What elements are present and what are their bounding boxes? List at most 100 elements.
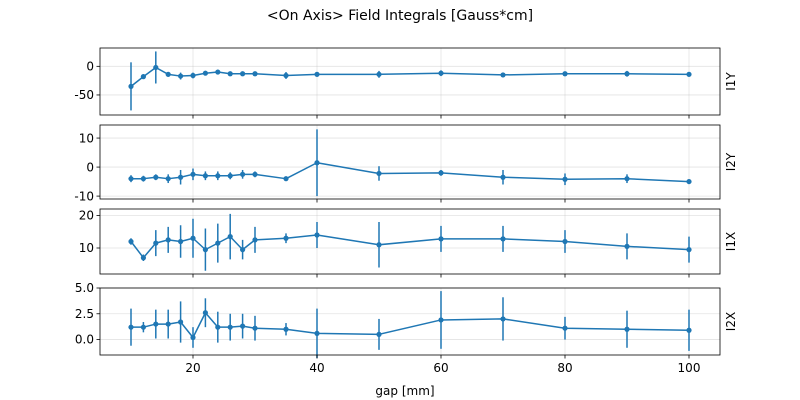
- data-point: [624, 326, 630, 332]
- data-point: [202, 247, 208, 253]
- data-point: [314, 160, 320, 166]
- data-point: [283, 72, 289, 79]
- x-axis-label: gap [mm]: [375, 384, 434, 398]
- data-point: [128, 176, 134, 182]
- data-point: [283, 326, 289, 332]
- data-point: [215, 173, 221, 179]
- data-point: [165, 321, 171, 327]
- data-point: [128, 324, 134, 330]
- data-point: [240, 71, 246, 77]
- data-point: [376, 331, 382, 337]
- data-point: [314, 71, 320, 77]
- x-tick-label: 80: [557, 361, 572, 375]
- data-point: [153, 64, 159, 71]
- chart-title: <On Axis> Field Integrals [Gauss*cm]: [267, 8, 533, 24]
- data-point: [283, 235, 289, 241]
- data-point: [215, 324, 221, 330]
- data-point: [376, 242, 382, 248]
- data-point: [240, 247, 246, 253]
- series-line: [131, 161, 690, 183]
- data-point: [376, 170, 382, 177]
- data-point: [438, 236, 444, 242]
- panel-i2y: 10 0 -10 I2Y: [74, 124, 738, 203]
- axes-frame: [99, 208, 721, 275]
- series-line: [130, 66, 690, 87]
- y-tick-label: -50: [74, 88, 94, 102]
- data-point: [500, 316, 506, 322]
- data-point: [500, 174, 506, 180]
- data-point: [140, 324, 146, 330]
- data-point: [624, 243, 630, 249]
- data-point: [438, 70, 444, 76]
- panel-label: I2Y: [724, 152, 738, 171]
- data-point: [178, 174, 184, 180]
- y-tick-label: 10: [79, 131, 94, 145]
- x-tick-label: 20: [185, 361, 200, 375]
- data-point: [562, 71, 568, 77]
- data-point: [227, 71, 233, 77]
- data-point: [252, 237, 258, 243]
- data-point: [686, 247, 692, 253]
- axes-frame: [99, 124, 721, 200]
- y-tick-label: 2.5: [75, 307, 94, 321]
- data-point: [190, 235, 196, 241]
- data-point: [215, 69, 221, 75]
- y-tick-label: 20: [79, 209, 94, 223]
- data-point: [202, 310, 208, 316]
- data-point: [140, 74, 146, 80]
- y-tick-label: -10: [74, 189, 94, 203]
- data-point: [686, 71, 692, 77]
- data-point: [227, 234, 233, 240]
- data-point: [562, 325, 568, 331]
- axes-frame: [99, 287, 721, 356]
- data-point: [215, 240, 221, 246]
- data-point: [438, 170, 444, 176]
- data-point: [562, 176, 568, 182]
- data-point: [252, 71, 258, 77]
- data-point: [283, 176, 289, 182]
- data-point: [165, 71, 171, 77]
- y-tick-label: 0: [86, 160, 94, 174]
- data-point: [140, 176, 146, 182]
- data-point: [165, 176, 171, 182]
- data-point: [500, 72, 506, 78]
- data-point: [128, 238, 134, 245]
- panel-label: I2X: [724, 312, 738, 331]
- series-line: [131, 311, 690, 339]
- data-point: [314, 330, 320, 336]
- panel-i1y: 0 -50 I1Y: [74, 47, 738, 119]
- x-tick-label: 100: [678, 361, 701, 375]
- data-point: [178, 319, 184, 325]
- data-point: [227, 173, 233, 179]
- data-point: [438, 317, 444, 323]
- data-point: [153, 174, 159, 180]
- panel-label: I1Y: [724, 72, 738, 91]
- data-point: [624, 71, 630, 77]
- data-point: [686, 178, 692, 185]
- data-point: [165, 237, 171, 243]
- data-point: [252, 325, 258, 331]
- y-tick-label: 0.0: [75, 333, 94, 347]
- y-tick-label: 5.0: [75, 281, 94, 295]
- data-point: [178, 238, 184, 245]
- x-tick-label: 40: [309, 361, 324, 375]
- panel-i2x: 5.0 2.5 0.0 I2X: [75, 281, 738, 359]
- data-point: [202, 70, 208, 76]
- data-point: [500, 236, 506, 242]
- data-point: [252, 171, 258, 177]
- data-point: [190, 72, 196, 79]
- data-point: [314, 232, 320, 238]
- data-point: [376, 71, 382, 77]
- data-point: [190, 334, 196, 341]
- data-point: [240, 323, 246, 329]
- panel-label: I1X: [724, 232, 738, 251]
- data-point: [202, 173, 208, 179]
- panel-i1x: 20 10 I1X: [79, 208, 738, 278]
- data-point: [686, 327, 692, 333]
- axes-frame: [99, 47, 721, 116]
- x-tick-label: 60: [433, 361, 448, 375]
- data-point: [190, 171, 196, 177]
- y-tick-label: 0: [86, 60, 94, 74]
